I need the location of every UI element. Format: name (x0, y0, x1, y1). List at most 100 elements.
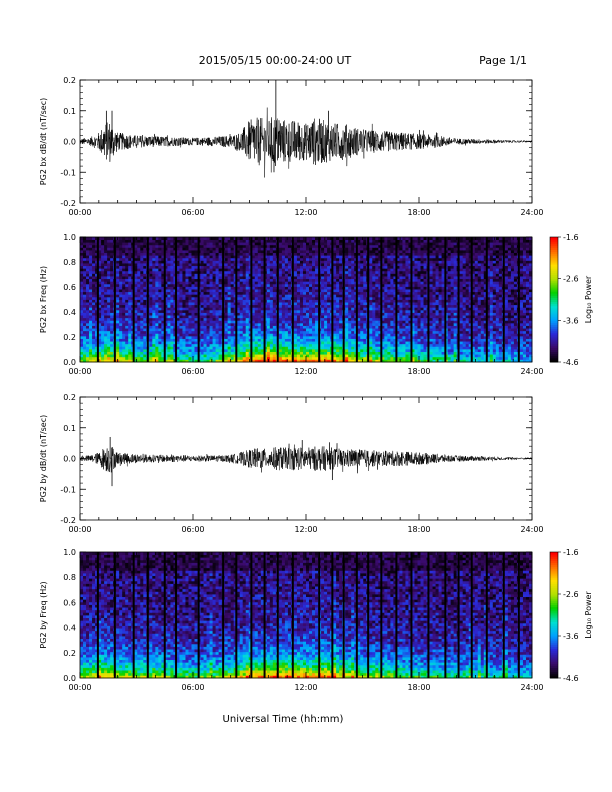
panel-by_spec: 1.0 0.8 0.6 0.4 0.2 0.0 PG2 by Freq (Hz) 00:00 0… (39, 548, 593, 692)
data-gap (517, 237, 520, 362)
data-gap (355, 237, 358, 362)
data-gap (175, 552, 178, 678)
x-tick-label: 18:00 (407, 683, 430, 692)
x-tick-label: 00:00 (68, 683, 91, 692)
y-tick-label: 0.4 (63, 308, 76, 317)
data-gap (502, 237, 505, 362)
x-tick-label: 24:00 (520, 367, 543, 376)
y-axis-label: PG2 bx Freq (Hz) (39, 266, 48, 333)
colorbar-tick-label: -1.6 (563, 548, 579, 557)
y-tick-label: 0.0 (63, 674, 76, 683)
y-tick-label: 1.0 (63, 233, 76, 242)
data-gap (250, 237, 253, 362)
x-tick-label: 24:00 (520, 683, 543, 692)
data-gap (96, 237, 99, 362)
data-gap (222, 237, 225, 362)
colorbar-label: Log₁₀ Power (584, 591, 593, 639)
data-gap (342, 552, 345, 678)
x-tick-label: 12:00 (294, 367, 317, 376)
y-tick-label: 1.0 (63, 548, 76, 557)
data-gap (470, 237, 473, 362)
colorbar-frame (549, 551, 559, 679)
x-tick-label: 12:00 (294, 683, 317, 692)
data-gap (318, 552, 321, 678)
data-gap (485, 237, 488, 362)
data-gap (331, 237, 334, 362)
page-number: Page 1/1 (479, 54, 527, 67)
data-gap (457, 237, 460, 362)
data-gap (276, 552, 279, 678)
data-gap (113, 552, 116, 678)
y-axis-label: PG2 by Freq (Hz) (39, 581, 48, 648)
y-tick-label: 0.1 (63, 424, 76, 433)
series-trace (79, 107, 533, 178)
data-gap (318, 237, 321, 362)
y-tick-label: 0.1 (63, 107, 76, 116)
data-gap (96, 552, 99, 678)
data-gap (132, 237, 135, 362)
x-tick-label: 18:00 (407, 208, 430, 217)
data-gap (457, 552, 460, 678)
x-tick-label: 06:00 (181, 367, 204, 376)
data-gap (263, 552, 266, 678)
y-tick-label: -0.2 (60, 199, 76, 208)
data-gap (395, 552, 398, 678)
data-gap (235, 552, 238, 678)
x-tick-label: 18:00 (407, 367, 430, 376)
data-gap (427, 552, 430, 678)
data-gap (146, 552, 149, 678)
panel-bx_spec: 1.0 0.8 0.6 0.4 0.2 0.0 PG2 bx Freq (Hz) 00:00 0… (39, 233, 593, 376)
y-tick-label: 0.0 (63, 455, 76, 464)
data-gap (276, 237, 279, 362)
y-tick-label: 0.2 (63, 393, 76, 402)
y-axis-label: PG2 by dB/dt (nT/sec) (39, 415, 48, 502)
x-tick-label: 00:00 (68, 208, 91, 217)
y-tick-label: 0.2 (63, 333, 76, 342)
data-gap (263, 237, 266, 362)
data-gap (222, 552, 225, 678)
colorbar-tick-label: -3.6 (563, 316, 579, 325)
data-gap (163, 552, 166, 678)
data-gap (197, 237, 200, 362)
data-gap (367, 552, 370, 678)
data-gap (175, 237, 178, 362)
data-gap (250, 552, 253, 678)
data-gap (444, 552, 447, 678)
data-gap (342, 237, 345, 362)
data-gap (163, 237, 166, 362)
x-tick-label: 06:00 (181, 208, 204, 217)
x-tick-label: 00:00 (68, 525, 91, 534)
x-tick-label: 12:00 (294, 208, 317, 217)
data-gap (235, 237, 238, 362)
y-tick-label: 0.2 (63, 649, 76, 658)
colorbar-tick-label: -4.6 (563, 674, 579, 683)
data-gap (291, 552, 294, 678)
data-gap (395, 237, 398, 362)
data-gap (485, 552, 488, 678)
colorbar: -1.6 -2.6 -3.6 -4.6 Log₁₀ Power (549, 233, 593, 367)
data-gap (410, 552, 413, 678)
x-axis-label: Universal Time (hh:mm) (223, 714, 344, 725)
data-gap (470, 552, 473, 678)
data-gap (367, 237, 370, 362)
colorbar-frame (549, 236, 559, 363)
x-tick-label: 18:00 (407, 525, 430, 534)
data-gap (331, 552, 334, 678)
data-gap (197, 552, 200, 678)
data-gap (380, 552, 383, 678)
y-tick-label: 0.2 (63, 76, 76, 85)
y-tick-label: -0.1 (60, 168, 76, 177)
data-gap (410, 237, 413, 362)
data-gap (132, 552, 135, 678)
data-gap (427, 237, 430, 362)
data-gap (517, 552, 520, 678)
data-gap (113, 237, 116, 362)
data-gap (146, 237, 149, 362)
y-axis-label: PG2 bx dB/dt (nT/sec) (39, 98, 48, 185)
y-tick-label: 0.8 (63, 573, 76, 582)
colorbar-tick-label: -2.6 (563, 590, 579, 599)
x-tick-label: 06:00 (181, 683, 204, 692)
colorbar-tick-label: -1.6 (563, 233, 579, 242)
x-tick-label: 06:00 (181, 525, 204, 534)
